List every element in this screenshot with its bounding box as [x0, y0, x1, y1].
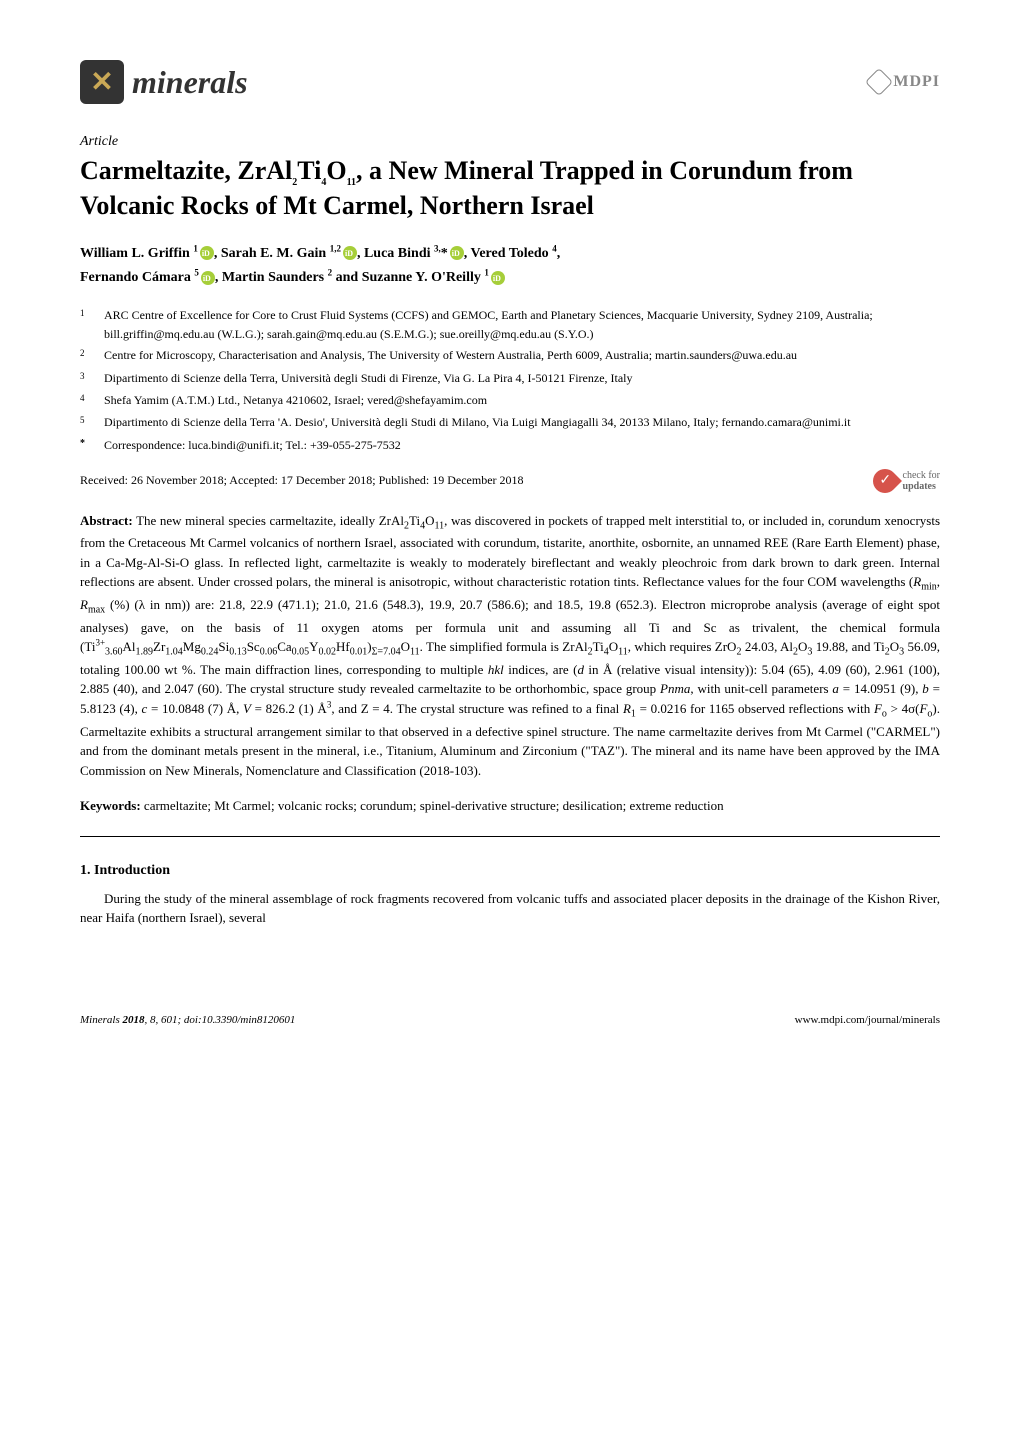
keywords-block: Keywords: carmeltazite; Mt Carmel; volca…: [80, 796, 940, 816]
affiliation-row: * Correspondence: luca.bindi@unifi.it; T…: [80, 436, 940, 455]
orcid-icon: [450, 246, 464, 260]
affil-text: Correspondence: luca.bindi@unifi.it; Tel…: [104, 436, 401, 455]
header: ✕ minerals MDPI: [80, 60, 940, 104]
affil-number: 2: [80, 346, 94, 366]
affiliation-row: 5 Dipartimento di Scienze della Terra 'A…: [80, 413, 940, 433]
affil-number: 4: [80, 391, 94, 411]
mdpi-icon: [865, 68, 893, 96]
affil-text: Dipartimento di Scienze della Terra 'A. …: [104, 413, 851, 433]
publisher-name: MDPI: [893, 73, 940, 91]
publication-dates: Received: 26 November 2018; Accepted: 17…: [80, 469, 940, 493]
affiliations-list: 1 ARC Centre of Excellence for Core to C…: [80, 306, 940, 455]
abstract-label: Abstract:: [80, 513, 133, 528]
affiliation-row: 4 Shefa Yamim (A.T.M.) Ltd., Netanya 421…: [80, 391, 940, 411]
affil-number: 3: [80, 369, 94, 389]
affil-text: ARC Centre of Excellence for Core to Cru…: [104, 306, 940, 344]
page-footer: Minerals 2018, 8, 601; doi:10.3390/min81…: [80, 1008, 940, 1026]
affiliation-row: 2 Centre for Microscopy, Characterisatio…: [80, 346, 940, 366]
affil-text: Centre for Microscopy, Characterisation …: [104, 346, 797, 366]
footer-citation: Minerals 2018, 8, 601; doi:10.3390/min81…: [80, 1014, 295, 1026]
body-paragraph: During the study of the mineral assembla…: [80, 889, 940, 928]
keywords-label: Keywords:: [80, 798, 141, 813]
journal-name: minerals: [132, 64, 248, 101]
affil-text: Shefa Yamim (A.T.M.) Ltd., Netanya 42106…: [104, 391, 487, 411]
section-heading: 1. Introduction: [80, 863, 940, 879]
affiliation-row: 1 ARC Centre of Excellence for Core to C…: [80, 306, 940, 344]
updates-label: check forupdates: [903, 470, 940, 492]
dates-text: Received: 26 November 2018; Accepted: 17…: [80, 473, 524, 488]
affil-text: Dipartimento di Scienze della Terra, Uni…: [104, 369, 633, 389]
article-type-label: Article: [80, 134, 940, 150]
affil-number: 5: [80, 413, 94, 433]
affil-number: 1: [80, 306, 94, 344]
footer-url: www.mdpi.com/journal/minerals: [795, 1014, 940, 1026]
abstract-block: Abstract: The new mineral species carmel…: [80, 511, 940, 781]
article-title: Carmeltazite, ZrAl2Ti4O11, a New Mineral…: [80, 154, 940, 223]
affil-number: *: [80, 436, 94, 455]
logo-icon: ✕: [80, 60, 124, 104]
affiliation-row: 3 Dipartimento di Scienze della Terra, U…: [80, 369, 940, 389]
journal-logo: ✕ minerals: [80, 60, 248, 104]
orcid-icon: [491, 271, 505, 285]
abstract-text: The new mineral species carmeltazite, id…: [80, 513, 940, 778]
orcid-icon: [343, 246, 357, 260]
orcid-icon: [201, 271, 215, 285]
check-updates-badge[interactable]: check forupdates: [873, 469, 940, 493]
publisher-logo: MDPI: [869, 72, 940, 92]
authors-block: William L. Griffin 1, Sarah E. M. Gain 1…: [80, 241, 940, 290]
updates-arrow-icon: [868, 464, 902, 498]
keywords-text: carmeltazite; Mt Carmel; volcanic rocks;…: [144, 798, 724, 813]
orcid-icon: [200, 246, 214, 260]
section-divider: [80, 836, 940, 837]
